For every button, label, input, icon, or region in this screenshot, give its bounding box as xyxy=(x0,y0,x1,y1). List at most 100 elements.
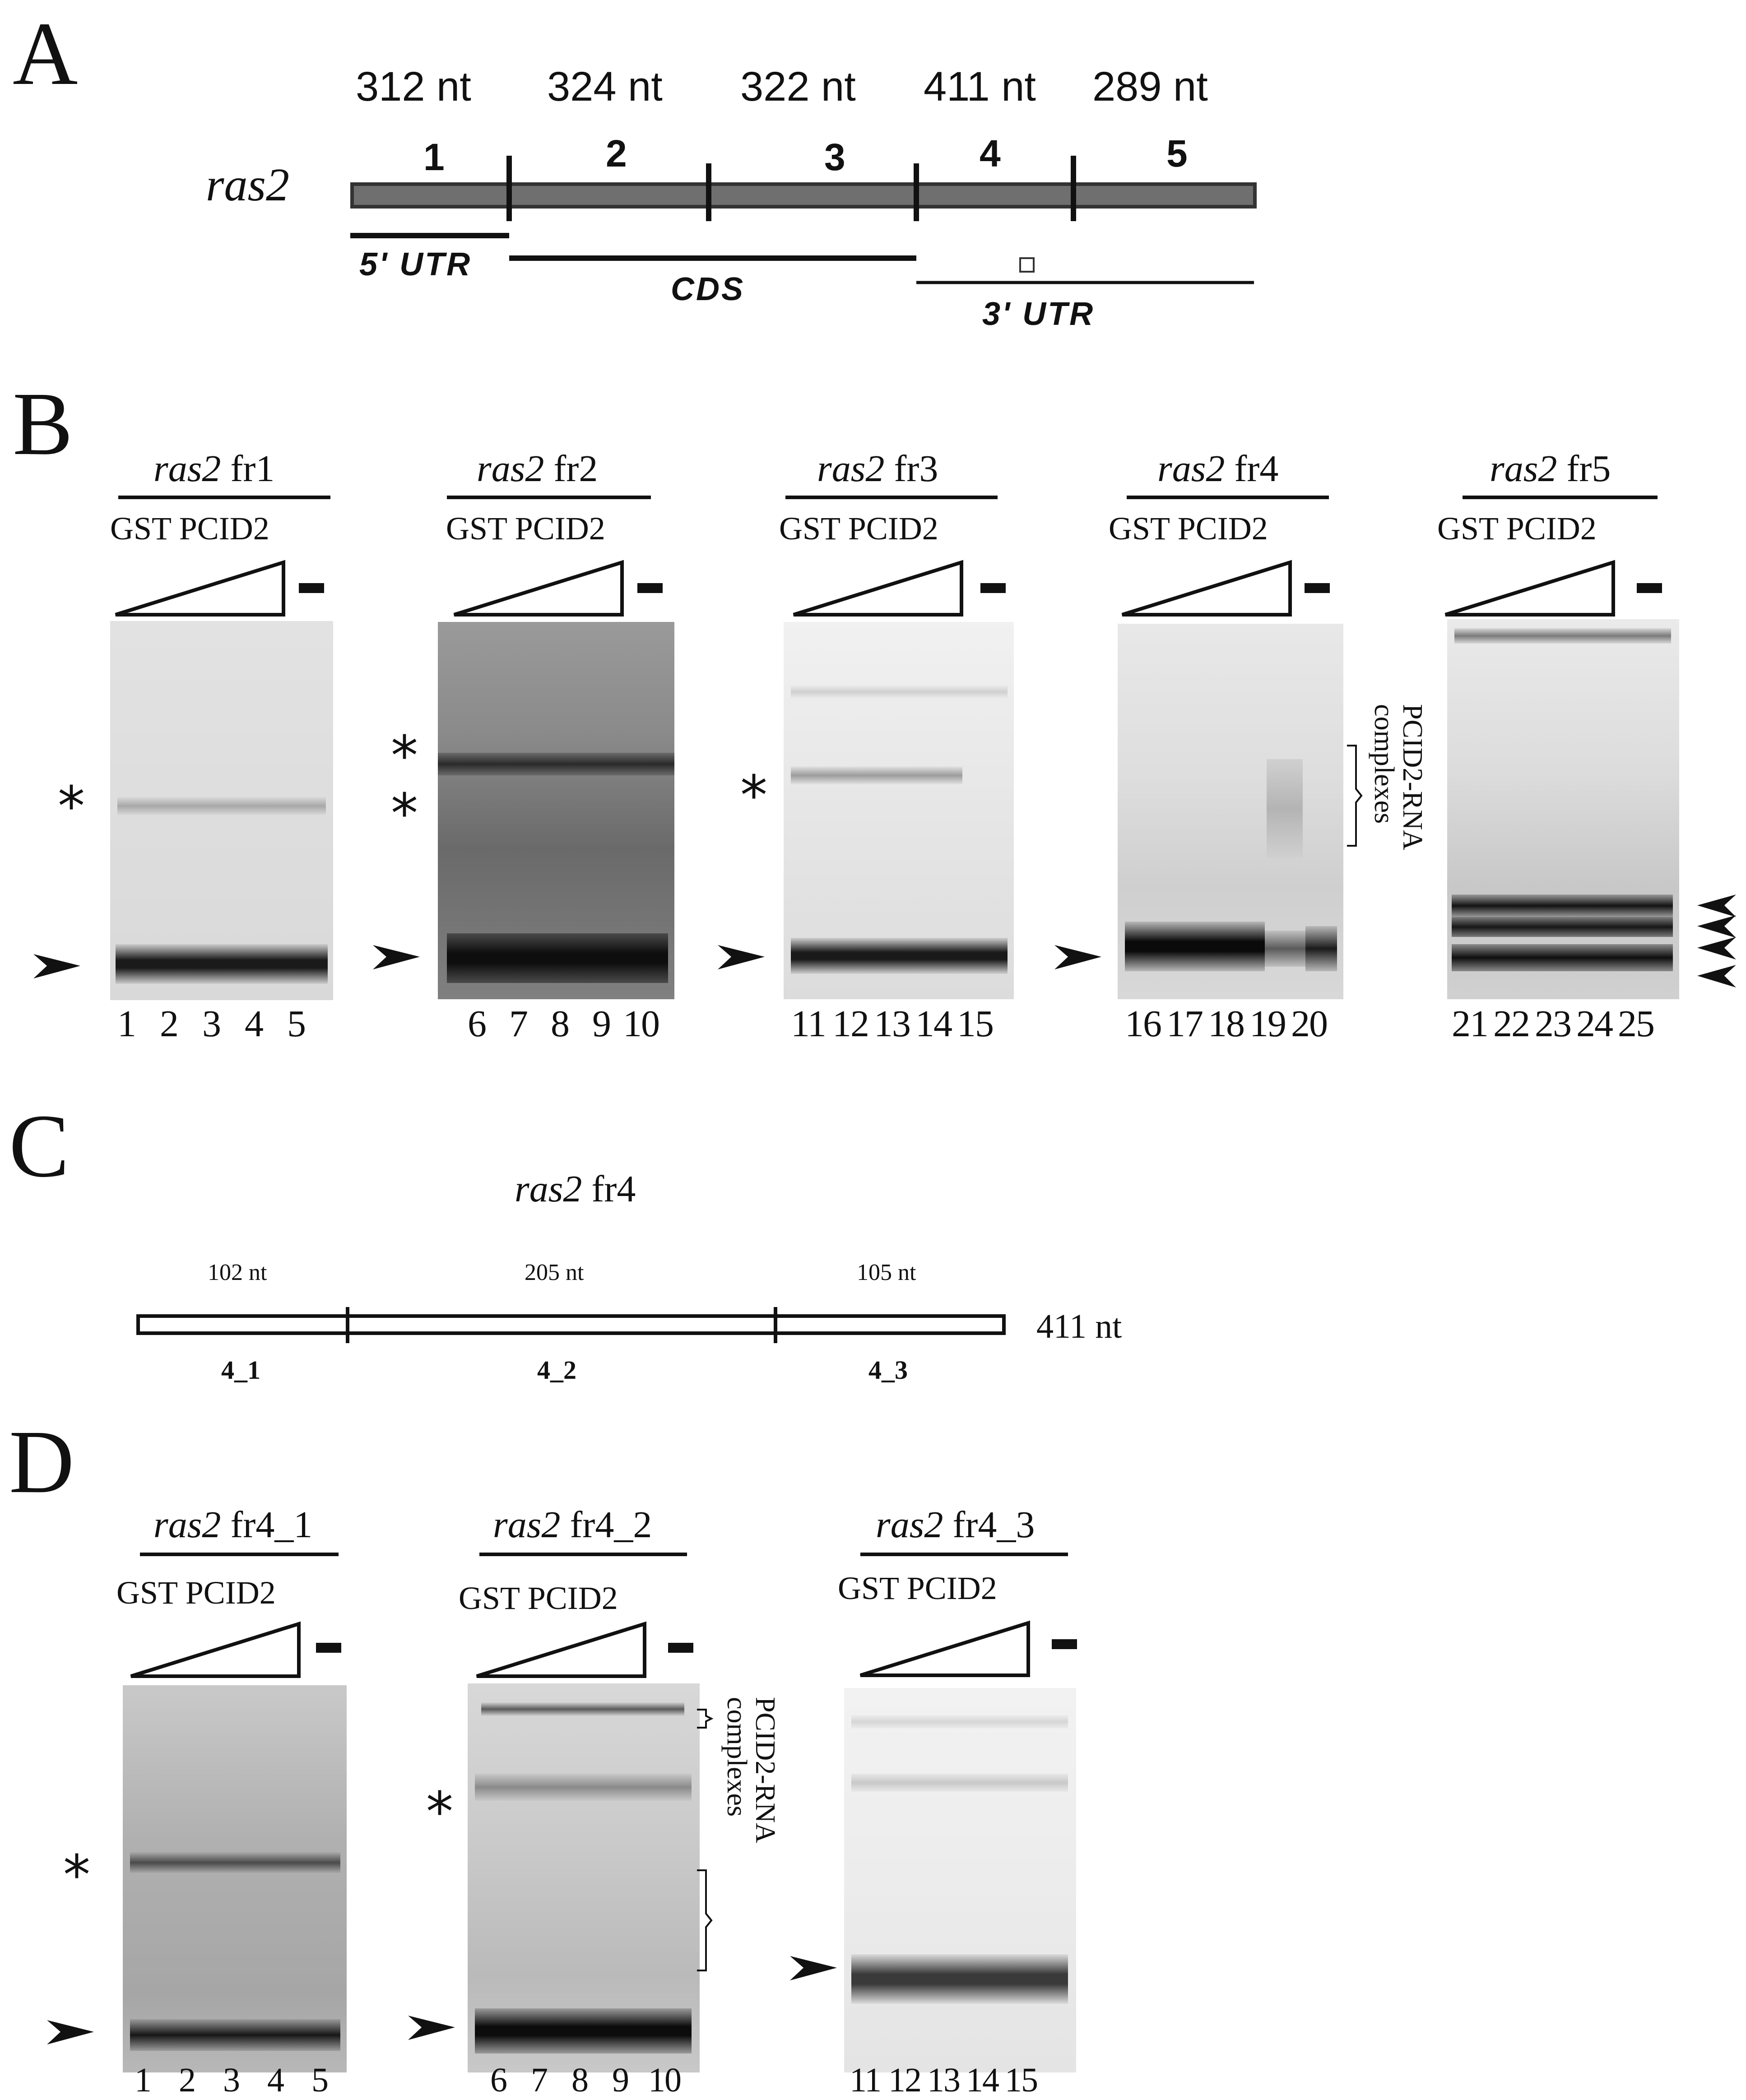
arrowhead-icon xyxy=(718,945,765,969)
lane-number: 2 xyxy=(160,1003,179,1045)
free-rna-band xyxy=(1452,895,1673,917)
band xyxy=(791,766,962,784)
lane-number: 22 xyxy=(1493,1003,1530,1045)
exon-length: 289 nt xyxy=(1092,64,1208,110)
gel-title: ras2 fr3 xyxy=(817,447,938,491)
no-protein-dash xyxy=(1637,583,1662,593)
panel-label-a: A xyxy=(13,4,78,104)
protein-label: GST PCID2 xyxy=(1437,510,1597,547)
arrowhead-icon xyxy=(1697,965,1736,987)
protein-label: GST PCID2 xyxy=(779,510,938,547)
lane-number: 13 xyxy=(874,1003,911,1045)
no-protein-dash xyxy=(299,583,324,593)
no-protein-dash xyxy=(668,1643,693,1653)
no-protein-dash xyxy=(1052,1639,1077,1649)
free-rna-band xyxy=(447,933,668,983)
protein-label: GST PCID2 xyxy=(446,510,605,547)
gel-title: ras2 fr4_3 xyxy=(876,1503,1035,1547)
gene-name: ras2 xyxy=(477,448,544,490)
band xyxy=(1454,628,1671,644)
band xyxy=(438,753,674,775)
region-label: CDS xyxy=(671,271,745,307)
lane-number: 3 xyxy=(202,1003,221,1045)
gel-title: ras2 fr1 xyxy=(153,447,274,491)
fragment-map xyxy=(136,1307,1006,1343)
lane-number: 8 xyxy=(571,2061,589,2099)
lane-number: 24 xyxy=(1576,1003,1613,1045)
lane-number: 10 xyxy=(648,2061,682,2099)
fragment-name: fr1 xyxy=(230,448,275,490)
arrowhead-icon xyxy=(790,1956,837,1980)
gel-title: ras2 fr4_2 xyxy=(493,1503,652,1547)
fragment-name: fr4_2 xyxy=(570,1504,652,1546)
protein-label: GST PCID2 xyxy=(116,1575,276,1611)
exon-length: 312 nt xyxy=(356,64,471,110)
gene-name: ras2 xyxy=(817,448,885,490)
gene-name: ras2 xyxy=(493,1504,561,1546)
lane-number: 2 xyxy=(179,2061,196,2099)
complex-bracket xyxy=(1347,745,1363,847)
lane-number: 1 xyxy=(117,1003,136,1045)
free-rna-band xyxy=(1305,926,1337,971)
free-rna-band xyxy=(791,938,1008,974)
no-protein-dash xyxy=(1305,583,1330,593)
title-underline xyxy=(1127,496,1329,499)
gel-title: ras2 fr4_1 xyxy=(153,1503,312,1547)
asterisk-marker: * xyxy=(58,775,85,838)
lane-number: 12 xyxy=(888,2061,922,2099)
protein-label: GST PCID2 xyxy=(110,510,269,547)
lane-number: 13 xyxy=(927,2061,961,2099)
free-rna-band xyxy=(116,944,328,984)
gel-image xyxy=(123,1685,347,2072)
lane-number: 14 xyxy=(966,2061,999,2099)
band xyxy=(475,1774,692,1801)
gel-image xyxy=(110,621,333,1000)
lane-number: 4 xyxy=(245,1003,264,1045)
segment-length: 102 nt xyxy=(208,1260,267,1285)
complex-bracket xyxy=(697,1709,713,1729)
gene-name: ras2 xyxy=(1490,448,1557,490)
arrowhead-icon xyxy=(47,2020,94,2044)
free-rna-band xyxy=(1265,931,1305,967)
segment-name: 4_1 xyxy=(221,1355,260,1385)
title-underline xyxy=(1463,496,1658,499)
lane-number: 6 xyxy=(490,2061,507,2099)
segment-length: 105 nt xyxy=(857,1260,916,1285)
arrowhead-icon xyxy=(1697,937,1736,960)
lane-number: 11 xyxy=(791,1003,827,1045)
exon-length: 411 nt xyxy=(924,64,1036,110)
asterisk-marker: * xyxy=(740,765,767,827)
exon-number: 2 xyxy=(606,132,627,175)
lane-number: 14 xyxy=(915,1003,952,1045)
fragment-name: fr4 xyxy=(591,1168,636,1210)
lane-number: 6 xyxy=(468,1003,487,1045)
complex-label-line: PCID2-RNA xyxy=(750,1697,780,1843)
arrowhead-icon xyxy=(408,2016,455,2040)
protein-label: GST PCID2 xyxy=(838,1570,997,1606)
complex-label: PCID2-RNA complexes xyxy=(1368,704,1428,850)
lane-number: 15 xyxy=(1005,2061,1038,2099)
lane-number: 11 xyxy=(850,2061,882,2099)
arrowhead-icon xyxy=(1697,915,1736,938)
panel-label-c: C xyxy=(9,1096,70,1196)
title-underline xyxy=(140,1553,339,1556)
complex-label-line: complexes xyxy=(1368,704,1399,824)
title-underline xyxy=(447,496,651,499)
title-underline xyxy=(118,496,330,499)
panel-label-d: D xyxy=(9,1412,74,1512)
lane-number: 8 xyxy=(551,1003,570,1045)
lane-number: 10 xyxy=(623,1003,660,1045)
concentration-wedge xyxy=(453,560,624,617)
lane-number: 5 xyxy=(311,2061,329,2099)
fragment-name: fr5 xyxy=(1566,448,1611,490)
lane-number: 9 xyxy=(612,2061,629,2099)
gel-image xyxy=(844,1688,1076,2072)
gel-title: ras2 fr5 xyxy=(1490,447,1611,491)
gel-title: ras2 fr4 xyxy=(1157,447,1278,491)
concentration-wedge xyxy=(130,1621,301,1678)
free-rna-band xyxy=(1125,922,1265,971)
complex-bracket xyxy=(697,1869,713,1971)
protein-label: GST PCID2 xyxy=(459,1580,618,1616)
free-rna-band xyxy=(475,2008,692,2054)
band xyxy=(791,685,1008,699)
